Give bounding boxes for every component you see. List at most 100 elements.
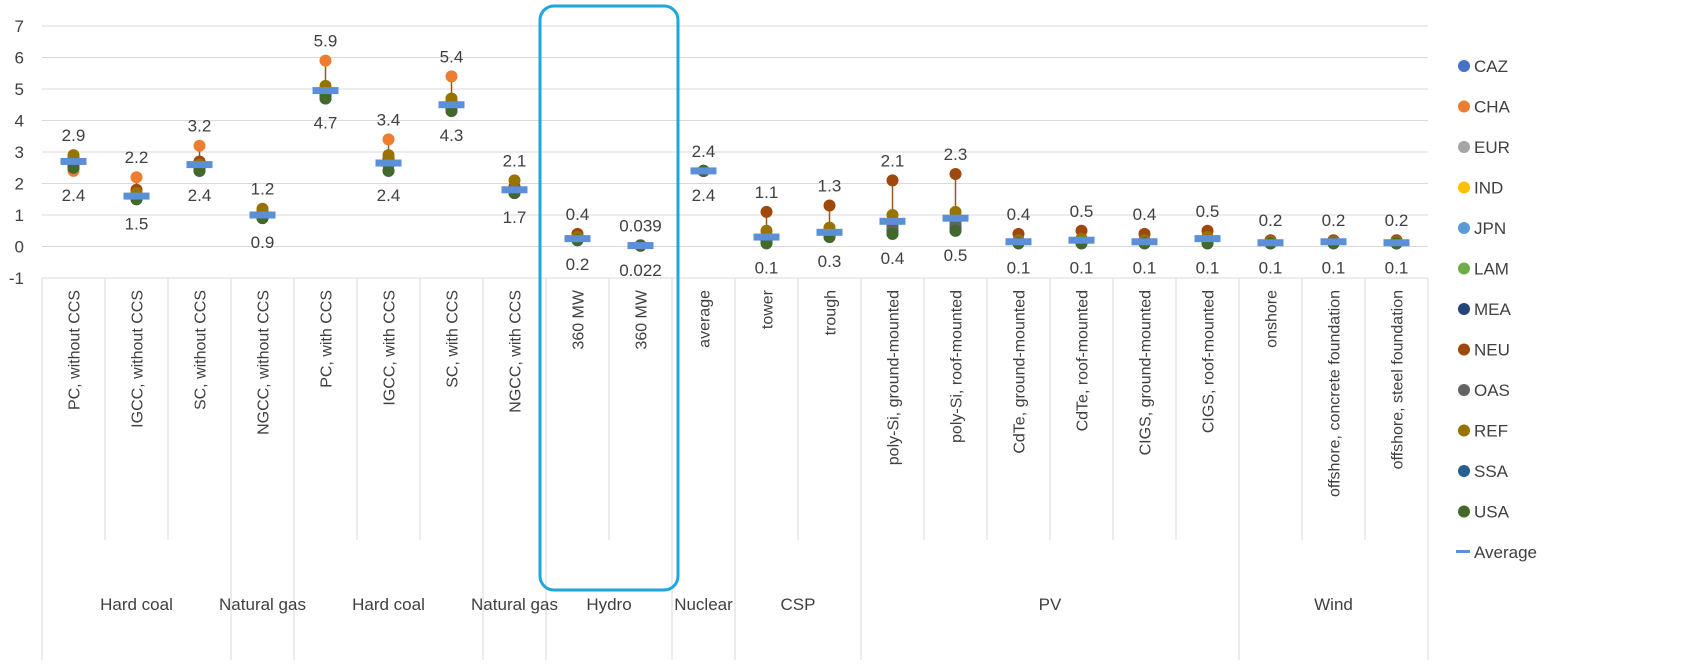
- category-label: tower: [760, 289, 777, 329]
- min-label: 0.9: [251, 233, 275, 252]
- legend-label: Average: [1474, 543, 1537, 562]
- min-label: 0.1: [1007, 258, 1031, 277]
- legend-label: LAM: [1474, 260, 1509, 279]
- category-label: NGCC, without CCS: [256, 290, 273, 435]
- y-tick-label: 7: [15, 17, 24, 36]
- average-marker: [438, 101, 465, 109]
- legend: CAZ CHA EUR IND JPN LAM MEA NEU OAS REF SSA USA Aver…: [1456, 57, 1537, 562]
- legend-marker: [1458, 100, 1470, 113]
- y-tick-label: 0: [15, 238, 24, 257]
- average-marker: [501, 186, 528, 194]
- max-label: 5.9: [314, 32, 338, 51]
- min-label: 0.1: [1133, 258, 1157, 277]
- legend-marker: [1458, 181, 1470, 194]
- average-markers: [60, 87, 1410, 250]
- category-label: poly-Si, ground-mounted: [886, 290, 903, 465]
- data-point-cha: [445, 70, 458, 83]
- min-label: 0.1: [755, 258, 779, 277]
- average-marker: [1257, 239, 1284, 247]
- min-label: 0.1: [1385, 258, 1409, 277]
- legend-label: REF: [1474, 422, 1508, 441]
- legend-label: USA: [1474, 503, 1510, 522]
- max-label: 3.2: [188, 117, 212, 136]
- legend-label: NEU: [1474, 341, 1510, 360]
- min-label: 2.4: [62, 186, 86, 205]
- average-marker: [1383, 239, 1410, 247]
- legend-label: SSA: [1474, 462, 1509, 481]
- average-marker: [942, 214, 969, 222]
- data-point-usa: [949, 224, 962, 237]
- max-label: 0.2: [1385, 211, 1409, 230]
- min-label: 0.2: [566, 255, 590, 274]
- legend-label: CHA: [1474, 98, 1511, 117]
- legend-marker: [1458, 384, 1470, 396]
- max-label: 2.4: [692, 142, 716, 161]
- average-marker: [1005, 238, 1032, 246]
- average-marker: [627, 242, 654, 250]
- y-tick-label: 2: [15, 175, 24, 194]
- min-label: 0.5: [944, 246, 968, 265]
- average-marker: [690, 167, 717, 175]
- category-label: SC, with CCS: [445, 290, 462, 388]
- category-label: CdTe, ground-mounted: [1012, 290, 1029, 454]
- data-point-cha: [382, 133, 395, 146]
- y-tick-label: 4: [15, 112, 24, 131]
- max-label: 5.4: [440, 47, 464, 66]
- category-label: PC, without CCS: [67, 290, 84, 410]
- category-labels: PC, without CCS IGCC, without CCS SC, with…: [67, 289, 1407, 497]
- max-label: 2.9: [62, 126, 86, 145]
- average-marker: [60, 157, 87, 165]
- category-label: PC, with CCS: [319, 290, 336, 388]
- average-marker: [1194, 235, 1221, 243]
- highlight-box: [538, 4, 680, 592]
- y-axis: 7 6 5 4 3 2 1 0 -1: [9, 17, 24, 288]
- data-point-usa: [319, 92, 332, 105]
- group-label: Hydro: [586, 595, 631, 614]
- min-label: 4.7: [314, 113, 338, 132]
- max-label: 1.3: [818, 177, 842, 196]
- category-label: CIGS, roof-mounted: [1201, 290, 1218, 433]
- min-label: 1.7: [503, 208, 527, 227]
- max-label: 3.4: [377, 110, 401, 129]
- max-label: 0.5: [1070, 202, 1094, 221]
- y-tick-label: 6: [15, 49, 24, 68]
- min-label: 0.1: [1259, 258, 1283, 277]
- average-marker: [564, 235, 591, 243]
- category-label: trough: [823, 290, 840, 335]
- data-point-ref: [382, 149, 395, 162]
- group-label: CSP: [781, 595, 816, 614]
- average-marker: [375, 159, 402, 167]
- min-label: 0.1: [1070, 258, 1094, 277]
- legend-label: OAS: [1474, 381, 1510, 400]
- average-marker: [249, 211, 276, 219]
- min-label: 4.3: [440, 126, 464, 145]
- max-label: 0.4: [1007, 205, 1031, 224]
- min-label: 2.4: [692, 186, 716, 205]
- group-label: Wind: [1314, 595, 1353, 614]
- category-label: onshore: [1264, 290, 1281, 348]
- legend-marker: [1458, 303, 1470, 315]
- highlight: [538, 4, 680, 592]
- average-marker: [879, 217, 906, 225]
- average-marker: [1131, 238, 1158, 246]
- category-label: 360 MW: [571, 289, 588, 349]
- y-tick-label: 3: [15, 143, 24, 162]
- max-label: 0.4: [1133, 205, 1157, 224]
- min-label: 0.022: [619, 261, 662, 280]
- category-label: SC, without CCS: [193, 290, 210, 410]
- legend-marker: [1458, 262, 1470, 275]
- max-label: 2.2: [125, 148, 149, 167]
- data-point-neu: [760, 205, 773, 218]
- legend-marker: [1458, 60, 1470, 72]
- min-label: 0.3: [818, 252, 842, 271]
- data-point-cha: [319, 54, 332, 67]
- legend-label: CAZ: [1474, 57, 1508, 76]
- min-label: 0.1: [1196, 258, 1220, 277]
- data-point-cha: [130, 171, 143, 184]
- group-labels: Hard coal Natural gas Hard coal Natural gas…: [100, 595, 1353, 614]
- y-tick-label: -1: [9, 269, 24, 288]
- average-marker: [816, 228, 843, 236]
- average-marker: [1320, 238, 1347, 246]
- category-label: IGCC, without CCS: [130, 290, 147, 428]
